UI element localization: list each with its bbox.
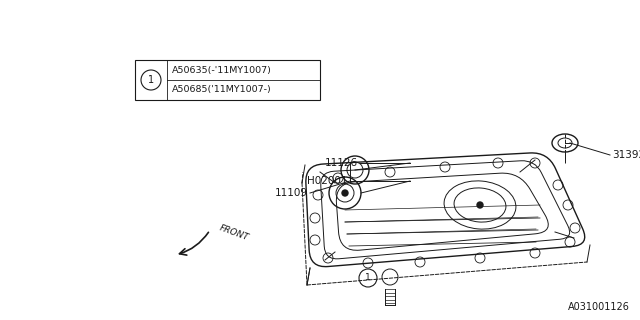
Text: 1: 1	[365, 274, 371, 283]
Text: H02001: H02001	[307, 176, 348, 186]
Bar	[135, 60, 320, 100]
Text: 11109: 11109	[275, 188, 308, 198]
Text: FRONT: FRONT	[218, 223, 250, 243]
Text: A50685('11MY1007-): A50685('11MY1007-)	[172, 85, 272, 94]
Text: 1: 1	[148, 75, 154, 85]
Circle shape	[342, 190, 348, 196]
Text: A50635(-'11MY1007): A50635(-'11MY1007)	[172, 66, 272, 75]
Circle shape	[477, 202, 483, 208]
Text: 11126: 11126	[325, 158, 358, 168]
Text: 31392: 31392	[612, 150, 640, 160]
Text: A031001126: A031001126	[568, 302, 630, 312]
